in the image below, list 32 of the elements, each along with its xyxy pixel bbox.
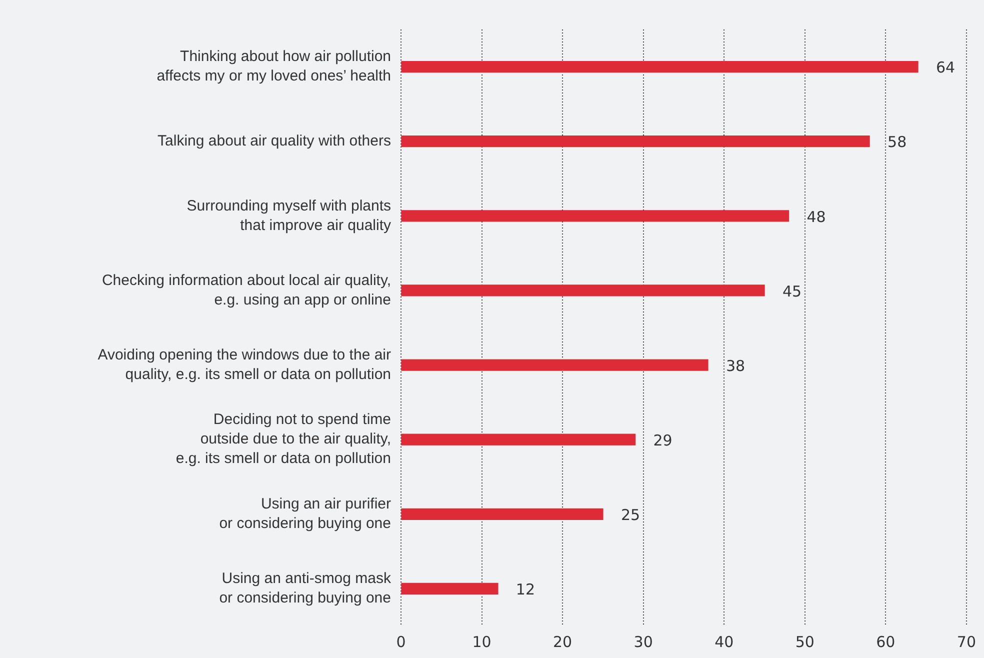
x-tick-label: 40 xyxy=(714,632,734,651)
x-tick-label: 0 xyxy=(396,632,406,651)
x-tick-label: 30 xyxy=(634,632,653,651)
bar xyxy=(401,434,636,446)
bar xyxy=(401,582,498,595)
x-tick-label: 50 xyxy=(795,632,814,651)
data-label: 38 xyxy=(726,356,746,375)
y-tick-label: Talking about air quality with others xyxy=(158,132,391,150)
data-label: 25 xyxy=(620,506,640,524)
bar xyxy=(401,210,790,222)
y-tick-label: Surrounding myself with plants that improve air quality xyxy=(186,197,392,234)
data-label: 64 xyxy=(936,58,956,77)
data-label: 29 xyxy=(653,431,672,450)
data-label: 45 xyxy=(782,282,802,300)
data-label: 58 xyxy=(888,133,907,152)
data-label: 12 xyxy=(516,580,536,599)
y-tick-label: Checking information about local air quality, e.g. using an app or online xyxy=(102,272,391,308)
x-tick-label: 60 xyxy=(876,632,896,651)
x-tick-label: 10 xyxy=(472,632,492,651)
x-tick-label: 20 xyxy=(553,632,572,651)
y-tick-label: Avoiding opening the windows due to the air quality, e.g. its smell or data on pollution xyxy=(98,346,391,383)
bar xyxy=(401,136,870,148)
data-label: 48 xyxy=(806,208,826,226)
x-tick-label: 70 xyxy=(956,632,976,651)
y-tick-label: Using an air purifier or considering buying one xyxy=(219,496,391,532)
y-tick-label: Using an anti-smog mask or considering buying one xyxy=(219,570,392,607)
bar xyxy=(401,359,708,371)
y-tick-label: Thinking about how air pollution affects my or my loved ones’ health xyxy=(156,48,391,85)
bar xyxy=(401,508,604,520)
bar xyxy=(401,284,765,296)
y-tick-label: Deciding not to spend time outside due to the air quality, e.g. its smell or data on pollution xyxy=(176,411,391,468)
bar xyxy=(401,60,918,73)
